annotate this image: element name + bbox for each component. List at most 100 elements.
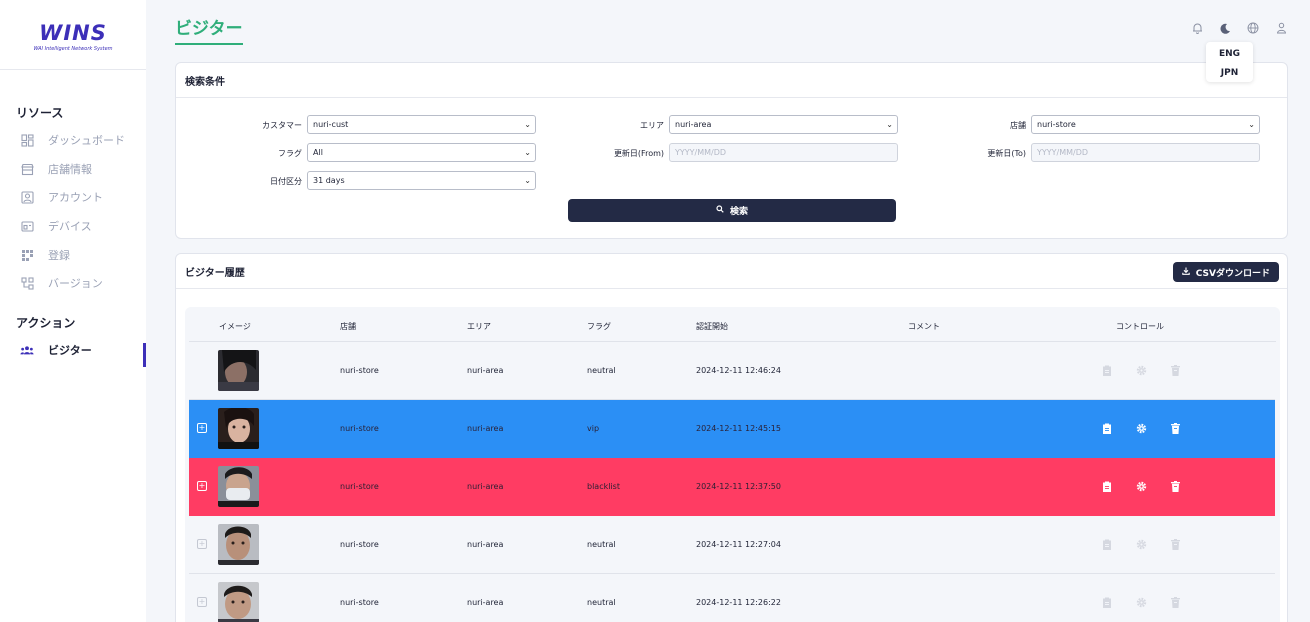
active-indicator: [143, 343, 146, 367]
sidebar-item-label: アカウント: [48, 191, 103, 204]
sidebar-item-store[interactable]: 店舗情報: [20, 159, 92, 179]
clipboard-icon[interactable]: [1101, 538, 1113, 550]
column-header-auth-start[interactable]: 認証開始: [696, 322, 728, 331]
trash-icon[interactable]: [1169, 480, 1181, 492]
area-select[interactable]: nuri-area ⌄: [669, 115, 898, 134]
flag-cell: neutral: [587, 366, 616, 375]
flag-cell: vip: [587, 424, 600, 433]
device-icon: [20, 219, 34, 233]
search-button[interactable]: 検索: [568, 199, 896, 222]
column-header-image[interactable]: イメージ: [219, 322, 251, 331]
logo[interactable]: WINS WAI Intelligent Network System: [0, 0, 146, 70]
store-select-value: nuri-store: [1037, 120, 1076, 129]
sidebar-item-visitor[interactable]: ビジター: [20, 340, 92, 360]
chevron-down-icon: ⌄: [524, 120, 531, 129]
search-button-label: 検索: [729, 207, 748, 217]
language-option-jpn[interactable]: JPN: [1220, 68, 1239, 78]
auth-start-cell: 2024-12-11 12:37:50: [696, 482, 781, 491]
trash-icon[interactable]: [1169, 538, 1181, 550]
bell-icon[interactable]: [1190, 20, 1204, 36]
date-range-select[interactable]: 31 days ⌄: [307, 171, 536, 190]
area-cell: nuri-area: [467, 540, 504, 549]
search-panel-title: 検索条件: [176, 63, 1287, 98]
date-range-select-value: 31 days: [313, 176, 345, 185]
table-row[interactable]: + nuri-store nuri-area blacklist 2024-12…: [189, 458, 1275, 516]
sidebar-item-label: バージョン: [48, 277, 103, 290]
column-header-store[interactable]: 店舗: [340, 322, 356, 331]
account-icon: [20, 190, 34, 204]
language-menu: ENG JPN: [1206, 42, 1253, 82]
expand-icon[interactable]: +: [197, 597, 207, 607]
from-date-input[interactable]: YYYY/MM/DD: [669, 143, 898, 162]
gear-icon[interactable]: [1135, 364, 1147, 376]
trash-icon[interactable]: [1169, 422, 1181, 434]
auth-start-cell: 2024-12-11 12:45:15: [696, 424, 781, 433]
sidebar-item-version[interactable]: バージョン: [20, 273, 103, 293]
clipboard-icon[interactable]: [1101, 422, 1113, 434]
clipboard-icon[interactable]: [1101, 596, 1113, 608]
table-row[interactable]: nuri-store nuri-area neutral 2024-12-11 …: [189, 342, 1275, 400]
download-icon: [1182, 267, 1190, 278]
logo-subtitle: WAI Intelligent Network System: [33, 46, 113, 52]
table-row[interactable]: + nuri-store nuri-area vip 2024-12-11 12…: [189, 400, 1275, 458]
store-cell: nuri-store: [340, 424, 379, 433]
csv-download-label: CSVダウンロード: [1195, 268, 1270, 279]
area-cell: nuri-area: [467, 482, 504, 491]
trash-icon[interactable]: [1169, 596, 1181, 608]
column-header-control[interactable]: コントロール: [1116, 322, 1164, 331]
expand-icon[interactable]: +: [197, 539, 207, 549]
area-cell: nuri-area: [467, 424, 504, 433]
to-date-label: 更新日(To): [987, 149, 1026, 158]
store-cell: nuri-store: [340, 540, 379, 549]
date-range-label: 日付区分: [270, 177, 302, 186]
csv-download-button[interactable]: CSVダウンロード: [1172, 262, 1279, 282]
chevron-down-icon: ⌄: [524, 176, 531, 185]
visitor-table: イメージ 店舗 エリア フラグ 認証開始 コメント コントロール nuri-st…: [185, 307, 1280, 622]
moon-icon[interactable]: [1218, 20, 1232, 36]
version-icon: [20, 276, 34, 290]
trash-icon[interactable]: [1169, 364, 1181, 376]
store-icon: [20, 162, 34, 176]
visitor-photo: [218, 466, 259, 507]
user-icon[interactable]: [1274, 20, 1288, 36]
language-option-eng[interactable]: ENG: [1218, 49, 1241, 59]
search-icon: [716, 205, 724, 216]
area-cell: nuri-area: [467, 598, 504, 607]
visitor-photo: [218, 524, 259, 565]
clipboard-icon[interactable]: [1101, 364, 1113, 376]
auth-start-cell: 2024-12-11 12:26:22: [696, 598, 781, 607]
column-header-flag[interactable]: フラグ: [587, 322, 611, 331]
gear-icon[interactable]: [1135, 538, 1147, 550]
clipboard-icon[interactable]: [1101, 480, 1113, 492]
flag-label: フラグ: [278, 149, 302, 158]
gear-icon[interactable]: [1135, 480, 1147, 492]
sidebar-item-dashboard[interactable]: ダッシュボード: [20, 130, 125, 150]
sidebar-item-label: ダッシュボード: [48, 134, 125, 147]
sidebar-item-account[interactable]: アカウント: [20, 187, 103, 207]
register-icon: [20, 248, 34, 262]
store-cell: nuri-store: [340, 598, 379, 607]
expand-icon[interactable]: +: [197, 481, 207, 491]
store-label: 店舗: [1010, 121, 1026, 130]
gear-icon[interactable]: [1135, 422, 1147, 434]
column-header-area[interactable]: エリア: [467, 322, 491, 331]
table-row[interactable]: + nuri-store nuri-area neutral 2024-12-1…: [189, 574, 1275, 622]
sidebar-item-label: デバイス: [48, 220, 92, 233]
globe-icon[interactable]: [1246, 20, 1260, 36]
customer-select[interactable]: nuri-cust ⌄: [307, 115, 536, 134]
area-label: エリア: [640, 121, 664, 130]
expand-icon[interactable]: +: [197, 423, 207, 433]
flag-select[interactable]: All ⌄: [307, 143, 536, 162]
auth-start-cell: 2024-12-11 12:27:04: [696, 540, 781, 549]
column-header-comment[interactable]: コメント: [908, 322, 940, 331]
gear-icon[interactable]: [1135, 596, 1147, 608]
to-date-input[interactable]: YYYY/MM/DD: [1031, 143, 1260, 162]
visitor-photo: [218, 408, 259, 449]
table-row[interactable]: + nuri-store nuri-area neutral 2024-12-1…: [189, 516, 1275, 574]
visitor-photo: [218, 582, 259, 622]
store-select[interactable]: nuri-store ⌄: [1031, 115, 1260, 134]
sidebar-item-label: 登録: [48, 249, 70, 262]
sidebar-item-register[interactable]: 登録: [20, 245, 70, 265]
sidebar-item-device[interactable]: デバイス: [20, 216, 92, 236]
area-cell: nuri-area: [467, 366, 504, 375]
